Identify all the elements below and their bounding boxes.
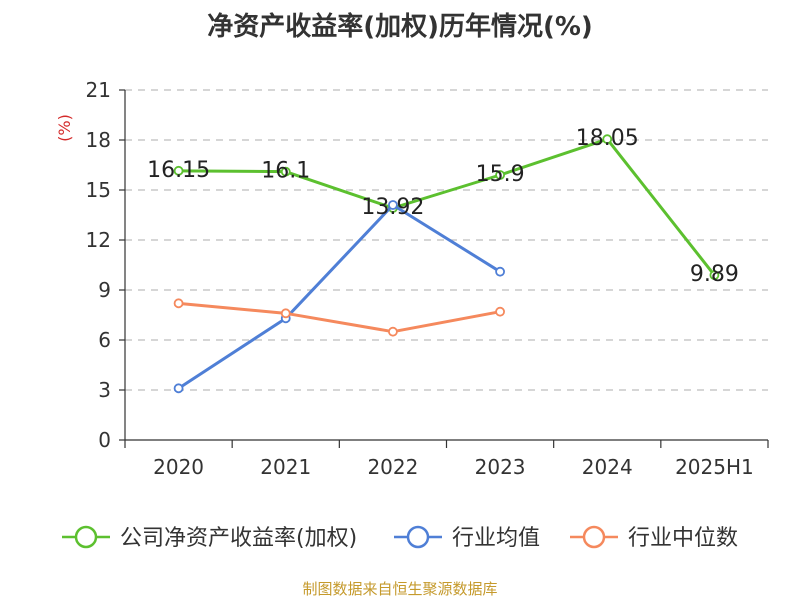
legend-label: 行业中位数: [628, 526, 738, 551]
data-label: 16.15: [147, 158, 210, 183]
y-axis-label: (%): [55, 114, 74, 142]
x-tick-label: 2022: [367, 455, 418, 479]
legend-label: 行业均值: [452, 526, 540, 551]
grid-lines: [125, 89, 768, 391]
y-tick-label: 21: [86, 78, 111, 102]
series-layer: [173, 134, 720, 394]
data-point: [495, 306, 505, 317]
data-point: [495, 170, 505, 180]
y-tick-label: 15: [86, 178, 111, 202]
data-label: 16.1: [261, 159, 310, 184]
legend-item-1: 行业均值: [394, 525, 540, 551]
data-point: [280, 308, 291, 319]
legend-swatch-marker: [582, 525, 606, 549]
y-tick-label: 12: [86, 228, 111, 252]
data-label: 13.92: [361, 195, 424, 220]
series-line: [178, 301, 501, 334]
x-tick-label: 2021: [260, 455, 311, 479]
data-label: 15.9: [476, 162, 525, 187]
y-tick-label: 18: [86, 128, 111, 152]
x-ticks: 2020 2021 2022 2023 2024 2025H1: [153, 455, 754, 479]
y-tick-label: 9: [98, 278, 111, 302]
data-point: [495, 266, 505, 277]
data-label: 18.05: [576, 126, 639, 151]
legend-item-0: 公司净资产收益率(加权): [62, 525, 357, 551]
data-point: [280, 166, 291, 177]
series-line: [178, 137, 716, 277]
x-tick-label: 2024: [582, 455, 633, 479]
series-2: [173, 298, 505, 337]
y-tick-label: 6: [98, 328, 111, 352]
y-tick-label: 3: [98, 378, 111, 402]
source-note: 制图数据来自恒生聚源数据库: [302, 580, 498, 598]
data-point: [173, 383, 184, 394]
data-point: [173, 165, 184, 176]
series-0: [173, 134, 720, 281]
data-point: [388, 200, 398, 210]
chart-title: 净资产收益率(加权)历年情况(%): [207, 12, 593, 42]
series-1: [173, 200, 505, 394]
legend-swatch-marker: [406, 525, 430, 549]
x-tick-label: 2023: [475, 455, 526, 479]
legend-item-2: 行业中位数: [570, 525, 738, 551]
data-point: [602, 134, 613, 145]
data-point: [173, 298, 184, 309]
legend-swatch-marker: [74, 525, 98, 549]
series-line: [177, 203, 501, 390]
data-labels: 16.15 16.1 13.92 15.9 18.05 9.89: [147, 126, 739, 287]
x-tick-label: 2025H1: [675, 455, 754, 479]
data-point: [709, 270, 720, 281]
legend: 公司净资产收益率(加权) 行业均值 行业中位数: [62, 525, 738, 551]
data-label: 9.89: [690, 262, 739, 287]
x-tick-label: 2020: [153, 455, 204, 479]
data-point: [388, 326, 398, 337]
legend-label: 公司净资产收益率(加权): [120, 526, 357, 551]
y-tick-label: 0: [98, 428, 111, 452]
axes: [119, 89, 769, 448]
y-ticks: 0 3 6 9 12 15 18 21: [86, 78, 111, 452]
